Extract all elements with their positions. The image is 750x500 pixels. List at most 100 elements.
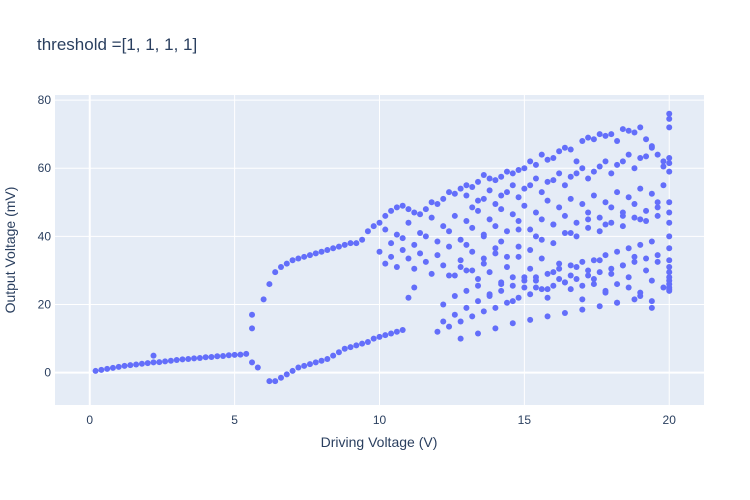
- data-point: [353, 240, 360, 247]
- data-point: [608, 219, 615, 226]
- data-point: [579, 137, 586, 144]
- data-point: [498, 238, 505, 245]
- data-point: [463, 241, 470, 248]
- data-point: [614, 299, 621, 306]
- data-point: [486, 269, 493, 276]
- data-point: [654, 151, 661, 158]
- data-point: [162, 358, 169, 365]
- data-point: [643, 255, 650, 262]
- data-point: [602, 252, 609, 259]
- data-point: [521, 284, 528, 291]
- data-point: [550, 282, 557, 289]
- data-point: [631, 253, 638, 260]
- data-point: [579, 258, 586, 265]
- data-point: [376, 219, 383, 226]
- data-point: [92, 367, 99, 374]
- data-point: [150, 352, 157, 359]
- x-tick-label: 0: [86, 413, 93, 427]
- data-point: [648, 238, 655, 245]
- data-point: [660, 163, 667, 170]
- data-point: [266, 378, 273, 385]
- data-point: [393, 231, 400, 238]
- y-tick-label: 60: [38, 161, 52, 175]
- data-point: [486, 175, 493, 182]
- data-point: [619, 262, 626, 269]
- data-point: [637, 124, 644, 131]
- data-point: [538, 255, 545, 262]
- data-point: [422, 258, 429, 265]
- data-point: [382, 212, 389, 219]
- data-point: [417, 211, 424, 218]
- data-point: [544, 270, 551, 277]
- data-point: [654, 252, 661, 259]
- data-point: [405, 206, 412, 213]
- data-point: [561, 212, 568, 219]
- data-point: [498, 192, 505, 199]
- data-point: [631, 165, 638, 172]
- data-point: [527, 316, 534, 323]
- data-point: [440, 195, 447, 202]
- data-point: [643, 267, 650, 274]
- data-point: [277, 264, 284, 271]
- data-point: [567, 195, 574, 202]
- data-point: [382, 226, 389, 233]
- data-point: [272, 378, 279, 385]
- data-point: [417, 229, 424, 236]
- data-point: [579, 165, 586, 172]
- data-point: [422, 233, 429, 240]
- data-point: [446, 243, 453, 250]
- data-point: [666, 155, 673, 162]
- data-point: [364, 228, 371, 235]
- data-point: [185, 356, 192, 363]
- data-point: [614, 281, 621, 288]
- data-point: [660, 158, 667, 165]
- data-point: [567, 272, 574, 279]
- data-point: [133, 361, 140, 368]
- data-point: [527, 265, 534, 272]
- data-point: [231, 351, 238, 358]
- data-point: [486, 216, 493, 223]
- data-point: [283, 371, 290, 378]
- data-point: [457, 236, 464, 243]
- data-point: [590, 168, 597, 175]
- data-point: [480, 308, 487, 315]
- data-point: [585, 216, 592, 223]
- data-point: [509, 211, 516, 218]
- data-point: [428, 199, 435, 206]
- x-tick-label: 15: [518, 413, 532, 427]
- data-point: [480, 255, 487, 262]
- data-point: [637, 241, 644, 248]
- data-point: [556, 275, 563, 282]
- data-point: [654, 212, 661, 219]
- data-point: [643, 218, 650, 225]
- data-point: [625, 245, 632, 252]
- data-point: [573, 264, 580, 271]
- data-point: [561, 229, 568, 236]
- data-point: [509, 298, 516, 305]
- x-tick-label: 20: [663, 413, 677, 427]
- data-point: [214, 353, 221, 360]
- data-point: [538, 189, 545, 196]
- data-point: [492, 325, 499, 332]
- data-point: [388, 330, 395, 337]
- data-point: [666, 264, 673, 271]
- data-point: [330, 245, 337, 252]
- data-point: [625, 274, 632, 281]
- data-point: [312, 250, 319, 257]
- data-point: [446, 323, 453, 330]
- data-point: [579, 306, 586, 313]
- data-point: [602, 199, 609, 206]
- data-point: [446, 228, 453, 235]
- data-point: [666, 115, 673, 122]
- data-point: [631, 258, 638, 265]
- data-point: [602, 158, 609, 165]
- data-point: [411, 241, 418, 248]
- data-point: [503, 253, 510, 260]
- data-point: [550, 155, 557, 162]
- data-point: [556, 265, 563, 272]
- data-point: [463, 192, 470, 199]
- data-point: [660, 284, 667, 291]
- data-point: [596, 303, 603, 310]
- data-point: [405, 294, 412, 301]
